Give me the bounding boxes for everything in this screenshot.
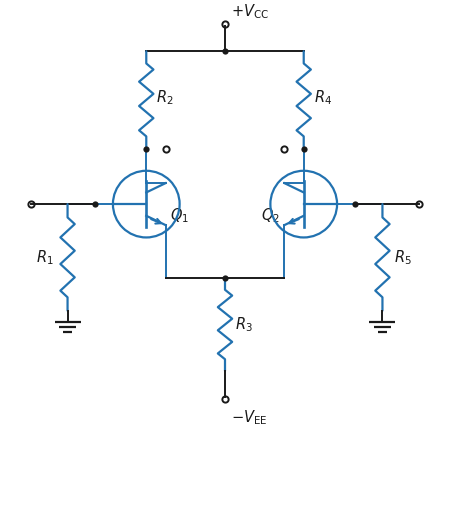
Text: $R_5$: $R_5$ bbox=[394, 248, 412, 267]
Text: $+V_\mathrm{CC}$: $+V_\mathrm{CC}$ bbox=[230, 3, 269, 21]
Text: $-V_\mathrm{EE}$: $-V_\mathrm{EE}$ bbox=[230, 409, 267, 428]
Text: $Q_2$: $Q_2$ bbox=[261, 207, 280, 225]
Text: $R_1$: $R_1$ bbox=[36, 248, 54, 267]
Text: $R_3$: $R_3$ bbox=[235, 315, 253, 334]
Text: $R_2$: $R_2$ bbox=[157, 88, 174, 107]
Text: $Q_1$: $Q_1$ bbox=[170, 207, 189, 225]
Text: $R_4$: $R_4$ bbox=[314, 88, 332, 107]
